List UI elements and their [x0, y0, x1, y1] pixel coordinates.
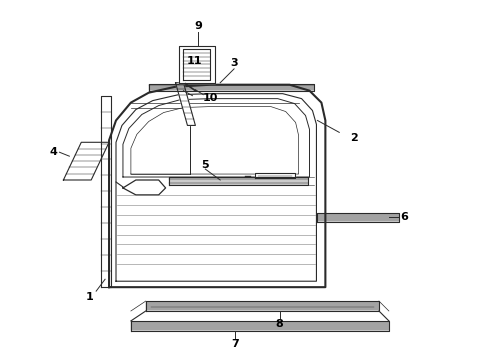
Text: 4: 4: [49, 147, 57, 157]
Text: 6: 6: [400, 212, 408, 222]
Text: 7: 7: [231, 339, 239, 349]
Polygon shape: [123, 180, 166, 195]
Text: 9: 9: [195, 21, 202, 31]
Text: 2: 2: [350, 133, 358, 143]
Text: 5: 5: [201, 160, 209, 170]
Text: 10: 10: [202, 93, 218, 103]
Polygon shape: [109, 85, 325, 287]
Text: 11: 11: [187, 56, 202, 66]
Polygon shape: [255, 173, 294, 178]
Polygon shape: [175, 83, 196, 125]
Text: 8: 8: [276, 319, 284, 329]
Text: 3: 3: [230, 58, 238, 68]
Polygon shape: [63, 142, 109, 180]
Text: 1: 1: [85, 292, 93, 302]
Polygon shape: [178, 46, 215, 83]
